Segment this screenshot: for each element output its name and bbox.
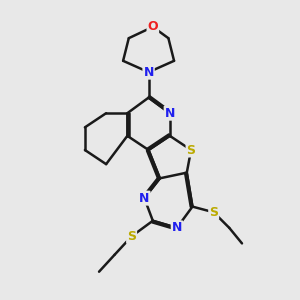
Text: S: S [209, 206, 218, 219]
Text: N: N [143, 66, 154, 79]
Text: N: N [172, 221, 182, 234]
Text: O: O [148, 20, 158, 33]
Text: N: N [165, 107, 175, 120]
Text: S: S [187, 143, 196, 157]
Text: S: S [127, 230, 136, 243]
Text: N: N [139, 192, 149, 205]
